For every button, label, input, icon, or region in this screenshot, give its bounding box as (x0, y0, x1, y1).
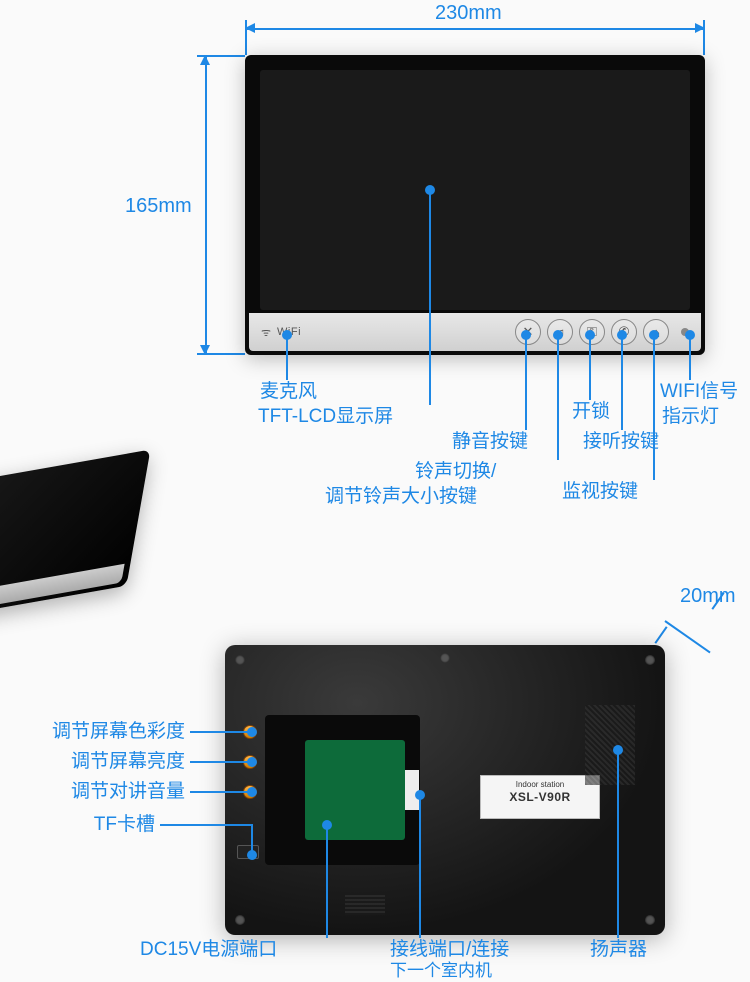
leader-speaker (617, 753, 619, 938)
label-unlock: 开锁 (572, 400, 610, 425)
screw-br (645, 915, 655, 925)
dim-height-label: 165mm (125, 195, 192, 218)
label-ring2: 调节铃声大小按键 (325, 485, 477, 510)
pcb (305, 740, 405, 840)
device-back: Indoor station XSL-V90R (225, 645, 665, 935)
leader-unlock (589, 338, 591, 400)
screw-tl (235, 655, 245, 665)
device-screen (260, 70, 690, 310)
leader-chroma (190, 731, 250, 733)
label-wifiled1: WIFI信号 (660, 380, 738, 405)
back-sticker: Indoor station XSL-V90R (480, 775, 600, 819)
label-wifiled2: 指示灯 (662, 405, 719, 430)
dim-top-line (245, 28, 705, 30)
label-tf: TF卡槽 (40, 813, 155, 838)
label-mute: 静音按键 (452, 430, 528, 455)
dim-depth-diag (664, 620, 710, 653)
label-ring1: 铃声切换/ (415, 460, 496, 485)
leader-tf-v (251, 824, 253, 852)
dim-left-tick-top (197, 55, 245, 57)
dim-left-tick-bottom (197, 353, 245, 355)
label-answer: 接听按键 (583, 430, 659, 455)
label-power: DC15V电源端口 (140, 938, 277, 963)
leader-wifiled (689, 338, 691, 380)
leader-volume (190, 791, 250, 793)
leader-tf-h2 (190, 824, 252, 826)
device-front-panel: ᯤ WiFi ✕ ♫ ⚿ ✆ ⌂ (249, 313, 701, 351)
back-sticker-model: XSL-V90R (487, 790, 593, 804)
screw-bl (235, 915, 245, 925)
label-wiring2: 下一个室内机 (390, 960, 492, 982)
device-front: ᯤ WiFi ✕ ♫ ⚿ ✆ ⌂ (245, 55, 705, 355)
small-grid (345, 895, 385, 915)
label-chroma: 调节屏幕色彩度 (40, 720, 185, 745)
dim-top-tick-right (703, 20, 705, 55)
device-perspective (0, 450, 150, 621)
dim-left-line (205, 55, 207, 355)
leader-monitor (653, 338, 655, 480)
leader-mute (525, 338, 527, 430)
leader-answer (621, 338, 623, 430)
label-tft: TFT-LCD显示屏 (258, 405, 393, 430)
label-brightness: 调节屏幕亮度 (40, 750, 185, 775)
leader-wiring (419, 798, 421, 938)
label-monitor: 监视按键 (562, 480, 638, 505)
speaker-grid (585, 705, 635, 785)
label-mic: 麦克风 (260, 380, 317, 405)
dim-top-tick-left (245, 20, 247, 55)
wifi-antenna-icon: ᯤ (261, 325, 271, 340)
screw-tm (440, 653, 450, 663)
screw-tr (645, 655, 655, 665)
leader-tft (429, 193, 431, 405)
leader-ring (557, 338, 559, 460)
leader-brightness (190, 761, 250, 763)
leader-power (326, 828, 328, 938)
leader-mic (286, 338, 288, 380)
dim-depth-tick1 (654, 626, 667, 644)
label-speaker: 扬声器 (590, 938, 647, 963)
dim-depth-label: 20mm (680, 585, 736, 608)
label-volume: 调节对讲音量 (40, 780, 185, 805)
leader-tf-h (160, 824, 190, 826)
label-wiring1: 接线端口/连接 (390, 938, 509, 963)
dim-width-label: 230mm (435, 2, 502, 25)
back-sticker-title: Indoor station (487, 780, 593, 790)
diagram-container: 230mm 165mm ᯤ WiFi ✕ ♫ ⚿ ✆ ⌂ 麦克风 (0, 0, 750, 970)
